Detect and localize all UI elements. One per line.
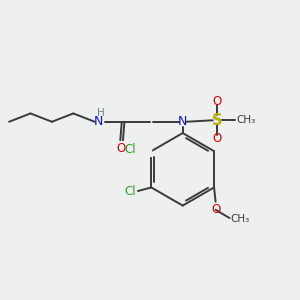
Bar xyxy=(130,145,151,156)
Text: Cl: Cl xyxy=(125,185,136,198)
Text: O: O xyxy=(212,95,221,108)
Text: O: O xyxy=(211,203,220,216)
Text: N: N xyxy=(94,115,103,128)
Text: S: S xyxy=(212,113,222,128)
Text: O: O xyxy=(117,142,126,155)
Text: O: O xyxy=(212,132,221,145)
Text: CH₃: CH₃ xyxy=(231,214,250,224)
Text: CH₃: CH₃ xyxy=(236,115,255,125)
Text: N: N xyxy=(178,115,188,128)
Text: H: H xyxy=(97,108,105,118)
Text: Cl: Cl xyxy=(124,143,136,156)
